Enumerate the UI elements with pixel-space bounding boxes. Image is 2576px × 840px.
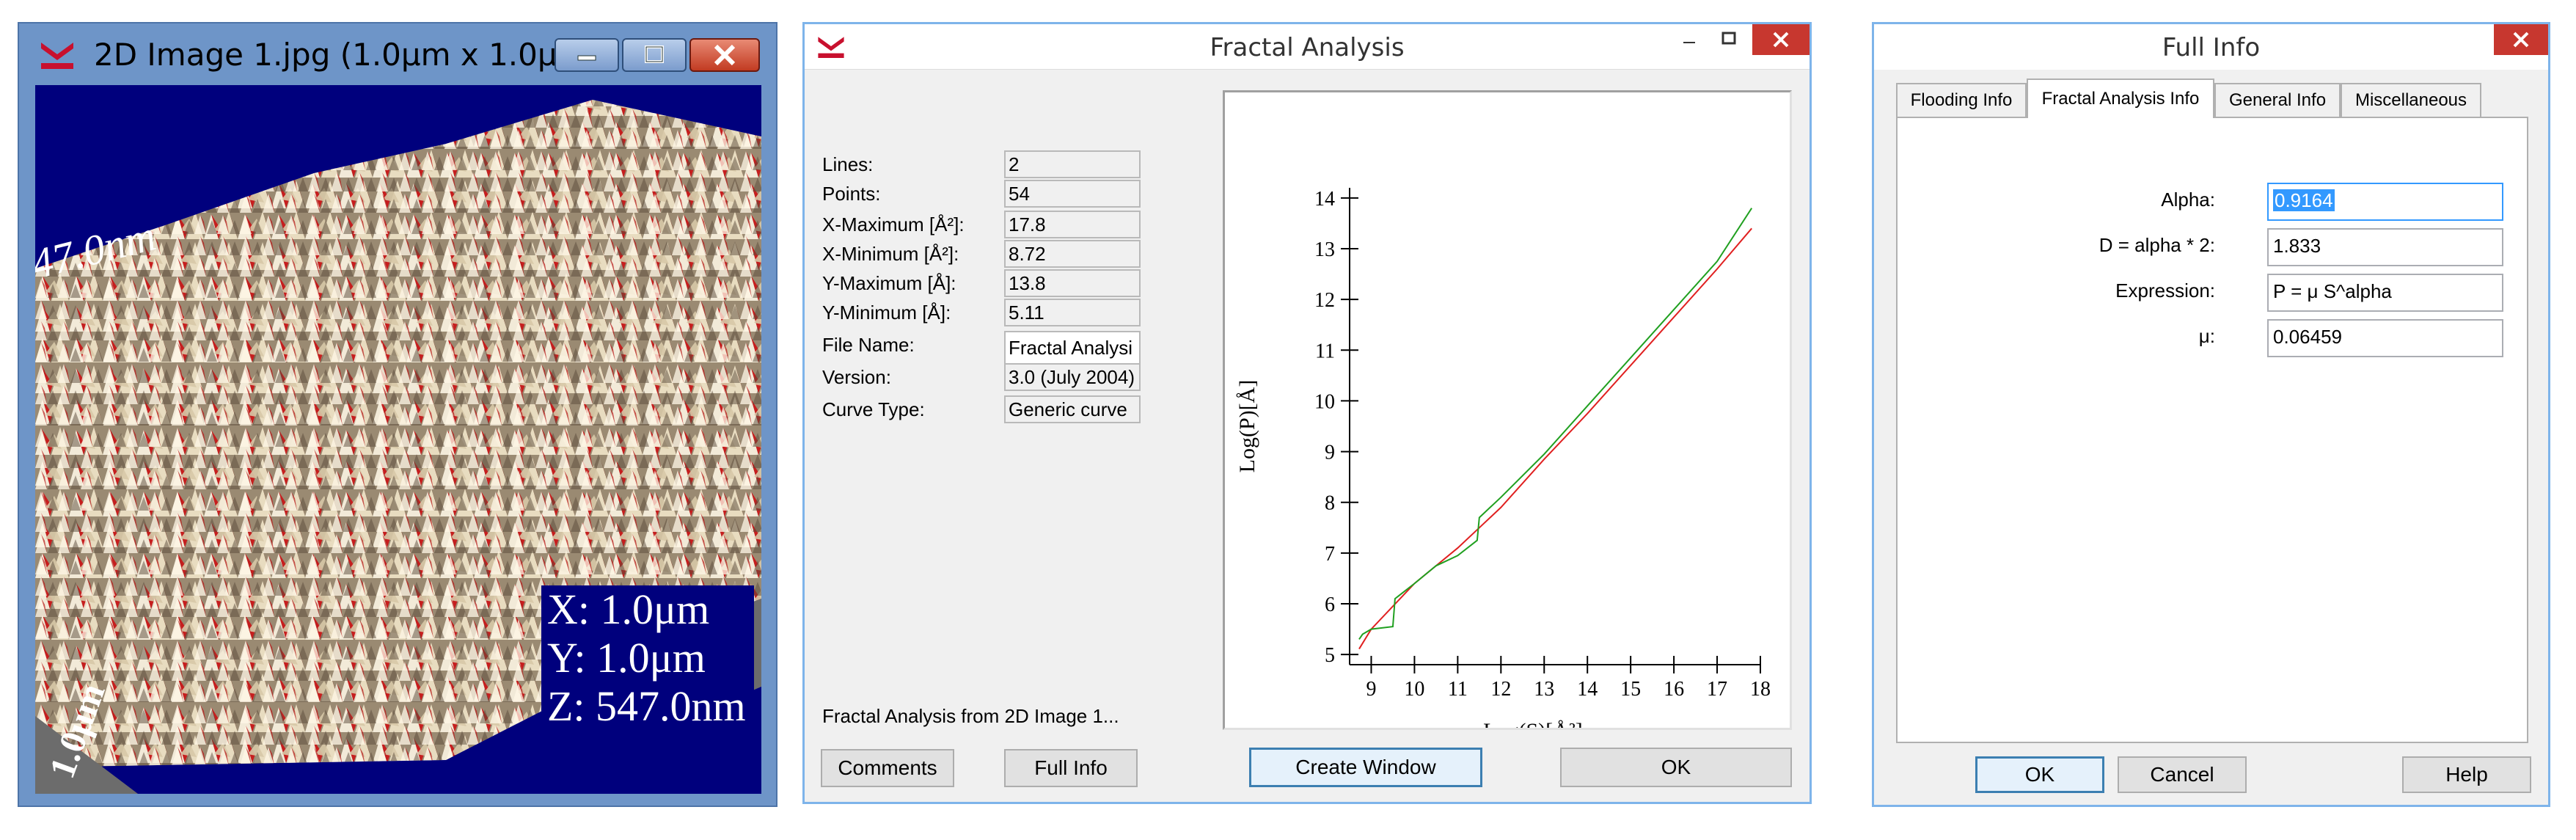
fractal-window-title: Fractal Analysis: [1210, 33, 1405, 62]
property-value: 54: [1004, 180, 1141, 208]
y-tick-label: 7: [1325, 543, 1335, 566]
mu-field[interactable]: 0.06459: [2267, 319, 2503, 357]
property-label: X-Maximum [Å²]:: [822, 213, 965, 235]
x-tick-label: 11: [1448, 678, 1468, 701]
alpha-field[interactable]: 0.9164: [2267, 183, 2503, 221]
y-tick-label: 6: [1325, 594, 1335, 616]
property-value: 2: [1004, 150, 1141, 178]
image-window: 2D Image 1.jpg (1.0μm x 1.0μ...: [18, 22, 777, 807]
info-window-title: Full Info: [2162, 33, 2261, 62]
property-value: 17.8: [1004, 211, 1141, 238]
series-line-1: [1358, 227, 1752, 650]
dim-y: Y: 1.0μm: [547, 634, 706, 682]
x-tick-label: 9: [1366, 678, 1376, 701]
x-tick-label: 13: [1534, 678, 1554, 701]
help-button[interactable]: Help: [2402, 756, 2531, 793]
info-window-titlebar[interactable]: Full Info: [1874, 24, 2548, 70]
y-tick-label: 11: [1315, 340, 1335, 362]
dim-x: X: 1.0μm: [547, 585, 710, 633]
minimize-button[interactable]: [1670, 24, 1707, 54]
close-button[interactable]: [1752, 24, 1810, 55]
close-icon: [714, 44, 736, 66]
property-label: Lines:: [822, 153, 874, 175]
app-logo-icon: [41, 43, 73, 69]
series-line-2: [1358, 208, 1753, 640]
fractal-chart: 9 10 11 12 13 14 15 16 17 18 5 6 7 8 9 10 11 12 13 14 Log(S)…: [1235, 188, 1771, 743]
close-icon: [2513, 32, 2529, 48]
y-axis-label: Log(P)[Å]: [1235, 380, 1259, 473]
create-window-button[interactable]: Create Window: [1249, 748, 1482, 787]
alpha-value: 0.9164: [2273, 189, 2335, 211]
tab-fractal-analysis-info[interactable]: Fractal Analysis Info: [2027, 78, 2214, 118]
close-button[interactable]: [2494, 24, 2548, 55]
footer-text: Fractal Analysis from 2D Image 1...: [822, 705, 1119, 727]
x-tick-label: 12: [1490, 678, 1511, 701]
property-value: Fractal Analysi: [1004, 331, 1141, 365]
minimize-button[interactable]: [555, 38, 619, 72]
property-value: 5.11: [1004, 299, 1141, 326]
dim-z: Z: 547.0nm: [547, 682, 746, 730]
x-tick-label: 17: [1707, 678, 1727, 701]
tab-general-info[interactable]: General Info: [2214, 83, 2341, 117]
tab-panel: Alpha: 0.9164 D = alpha * 2: 1.833 Expre…: [1896, 117, 2528, 743]
tab-miscellaneous[interactable]: Miscellaneous: [2341, 83, 2481, 117]
x-tick-label: 14: [1577, 678, 1598, 701]
property-label: Y-Maximum [Å]:: [822, 272, 956, 294]
surface-image: 47.0nm 1.0μm X: 1.0μm Y: 1.0μm Z: 547.0n…: [35, 85, 761, 794]
y-tick-label: 5: [1325, 644, 1335, 667]
mu-label: μ:: [2198, 325, 2215, 347]
y-tick-label: 14: [1314, 188, 1335, 211]
property-label: X-Minimum [Å²]:: [822, 243, 959, 265]
x-tick-label: 18: [1750, 678, 1771, 701]
property-label: Points:: [822, 183, 881, 205]
y-tick-label: 13: [1314, 238, 1335, 261]
maximize-button[interactable]: [622, 38, 687, 72]
maximize-icon: [1721, 32, 1736, 45]
alpha-label: Alpha:: [2161, 189, 2215, 211]
fractal-window-titlebar[interactable]: Fractal Analysis: [805, 24, 1810, 70]
chart-frame: 9 10 11 12 13 14 15 16 17 18 5 6 7 8 9 10 11 12 13 14 Log(S)…: [1223, 90, 1792, 743]
dimension-box: X: 1.0μm Y: 1.0μm Z: 547.0nm: [541, 585, 754, 794]
expression-field[interactable]: P = μ S^alpha: [2267, 274, 2503, 312]
close-button[interactable]: [689, 38, 760, 72]
y-tick-label: 9: [1325, 442, 1335, 464]
ok-button[interactable]: OK: [1975, 756, 2104, 793]
x-axis-label: Log(S)[Å²]: [1483, 719, 1583, 728]
d-field[interactable]: 1.833: [2267, 228, 2503, 266]
expression-label: Expression:: [2115, 280, 2215, 302]
app-logo-icon: [818, 37, 844, 58]
full-info-button[interactable]: Full Info: [1004, 749, 1138, 787]
property-value: 8.72: [1004, 240, 1141, 268]
ok-button[interactable]: OK: [1560, 748, 1792, 787]
close-icon: [1773, 32, 1789, 48]
maximize-icon: [645, 45, 664, 63]
y-tick-label: 8: [1325, 492, 1335, 515]
property-value: 13.8: [1004, 269, 1141, 297]
property-label: Y-Minimum [Å]:: [822, 302, 951, 324]
image-window-title: 2D Image 1.jpg (1.0μm x 1.0μ...: [94, 36, 587, 73]
d-label: D = alpha * 2:: [2099, 234, 2215, 256]
x-tick-label: 10: [1404, 678, 1424, 701]
x-tick-label: 15: [1620, 678, 1641, 701]
x-tick-label: 16: [1664, 678, 1684, 701]
y-tick-label: 12: [1314, 289, 1335, 312]
property-value: Generic curve: [1004, 395, 1141, 423]
property-label: File Name:: [822, 334, 915, 356]
info-window: Full Info Flooding Info Fractal Analysis…: [1872, 22, 2550, 807]
y-tick-label: 10: [1314, 390, 1335, 413]
maximize-button[interactable]: [1710, 24, 1746, 54]
minimize-icon: [577, 55, 596, 61]
property-label: Curve Type:: [822, 398, 925, 420]
tab-flooding-info[interactable]: Flooding Info: [1896, 83, 2027, 117]
fractal-window: Fractal Analysis Lines: 2 Points: 54 X-Maxim…: [802, 22, 1812, 804]
comments-button[interactable]: Comments: [821, 749, 954, 787]
property-value: 3.0 (July 2004): [1004, 363, 1141, 391]
property-label: Version:: [822, 366, 891, 388]
image-window-titlebar[interactable]: 2D Image 1.jpg (1.0μm x 1.0μ...: [19, 23, 776, 85]
minimize-icon: [1683, 42, 1695, 43]
cancel-button[interactable]: Cancel: [2118, 756, 2247, 793]
